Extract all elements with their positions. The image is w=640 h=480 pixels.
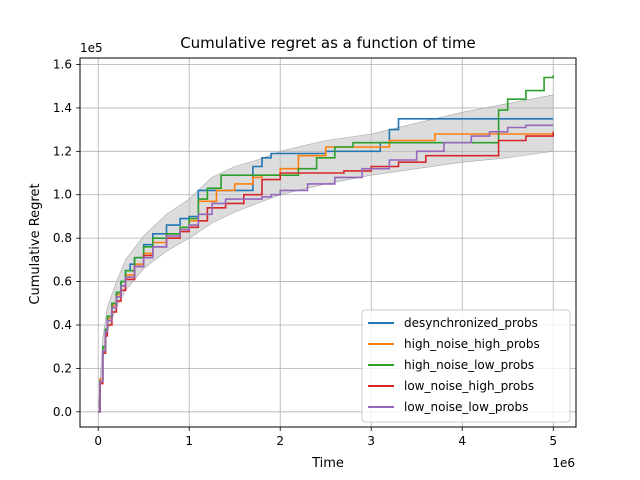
x-tick-label-4: 4 bbox=[458, 434, 466, 448]
legend-label-high_noise_high_probs: high_noise_high_probs bbox=[404, 337, 540, 351]
x-tick-label-3: 3 bbox=[367, 434, 375, 448]
y-tick-label-7: 1.4 bbox=[53, 101, 72, 115]
legend-label-low_noise_low_probs: low_noise_low_probs bbox=[404, 400, 528, 414]
x-axis-label: Time bbox=[311, 456, 344, 471]
x-tick-label-5: 5 bbox=[549, 434, 557, 448]
series-line-low_noise_low_probs bbox=[98, 124, 554, 413]
y-tick-label-3: 0.6 bbox=[53, 275, 72, 289]
legend-box bbox=[361, 309, 571, 423]
y-tick-label-1: 0.2 bbox=[53, 361, 72, 375]
y-tick-label-4: 0.8 bbox=[53, 231, 72, 245]
y-tick-label-6: 1.2 bbox=[53, 144, 72, 158]
legend-label-low_noise_high_probs: low_noise_high_probs bbox=[404, 379, 534, 393]
legend-label-high_noise_low_probs: high_noise_low_probs bbox=[404, 358, 534, 372]
x-multiplier-label: 1e6 bbox=[552, 456, 575, 470]
legend-label-desynchronized_probs: desynchronized_probs bbox=[404, 316, 538, 330]
y-multiplier-label: 1e5 bbox=[80, 41, 103, 55]
x-tick-label-0: 0 bbox=[94, 434, 102, 448]
legend: desynchronized_probs high_noise_high_prob… bbox=[361, 309, 571, 423]
y-tick-label-8: 1.6 bbox=[53, 58, 72, 72]
series-line-high_noise_low_probs bbox=[98, 75, 554, 413]
chart-title: Cumulative regret as a function of time bbox=[180, 34, 476, 52]
plot-area: 0 1 2 3 4 5 0.0 0.2 0.4 0.6 0.8 1.0 1.2 1.4 1.6 bbox=[53, 57, 577, 448]
y-tick-label-5: 1.0 bbox=[53, 188, 72, 202]
y-axis-label: Cumulative Regret bbox=[28, 183, 43, 304]
axes-frame bbox=[79, 57, 577, 428]
y-tick-label-2: 0.4 bbox=[53, 318, 72, 332]
x-tick-label-2: 2 bbox=[276, 434, 284, 448]
y-tick-label-0: 0.0 bbox=[53, 405, 72, 419]
x-tick-label-1: 1 bbox=[185, 434, 193, 448]
